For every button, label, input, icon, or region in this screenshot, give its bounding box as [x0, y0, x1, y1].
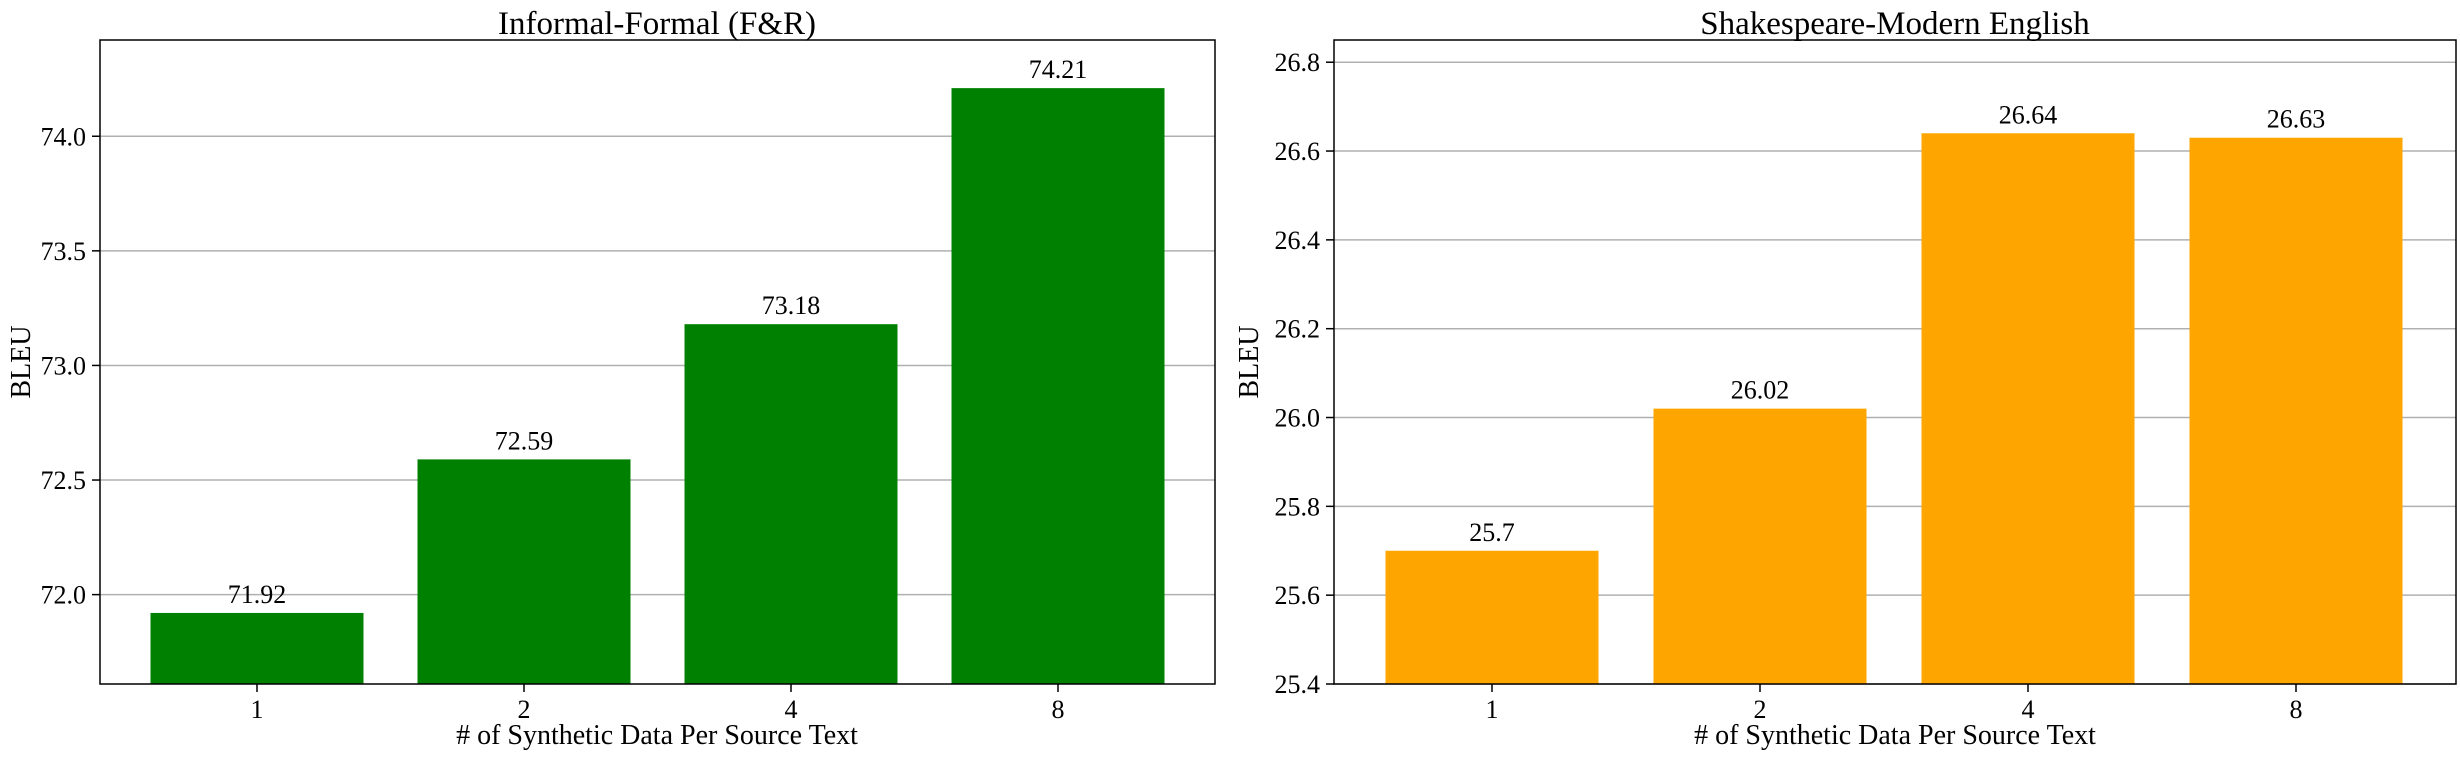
- x-axis-label: # of Synthetic Data Per Source Text: [1694, 720, 2096, 751]
- bars: [150, 88, 1165, 684]
- y-tick-label: 26.4: [1275, 226, 1321, 255]
- plot-frame: [1333, 39, 2457, 685]
- plot-frame: [99, 39, 1216, 685]
- bar: [1385, 550, 1599, 684]
- bar-value-label: 26.63: [2267, 105, 2326, 134]
- y-tick-label: 72.0: [41, 581, 87, 610]
- y-tick-label: 26.8: [1275, 48, 1321, 77]
- bar: [150, 612, 364, 684]
- y-tick-label: 26.6: [1275, 137, 1321, 166]
- y-axis: 72.0 72.5 73.0 73.5 74.0: [41, 122, 100, 610]
- chart-title: Shakespeare-Modern English: [1700, 6, 2090, 42]
- y-tick-label: 25.8: [1275, 492, 1321, 521]
- x-tick-label: 8: [1052, 695, 1065, 724]
- bar-value-label: 73.18: [762, 291, 821, 320]
- y-tick-label: 25.6: [1275, 581, 1321, 610]
- bar-value-label: 25.7: [1469, 518, 1515, 547]
- x-tick-label: 1: [251, 695, 264, 724]
- x-axis: 1 2 4 8: [251, 684, 1065, 724]
- y-tick-label: 25.4: [1275, 670, 1321, 699]
- y-tick-label: 26.2: [1275, 315, 1321, 344]
- bar: [951, 88, 1165, 684]
- bar-value-label: 72.59: [495, 426, 554, 455]
- bar-labels: 25.7 26.02 26.64 26.63: [1469, 100, 2325, 546]
- x-tick-label: 1: [1486, 695, 1499, 724]
- chart-informal-formal: Informal-Formal (F&R) 71.92 72.59 73.18 74.…: [6, 6, 1216, 751]
- bar-value-label: 71.92: [228, 580, 287, 609]
- bar-value-label: 74.21: [1029, 55, 1088, 84]
- bar: [1653, 408, 1867, 684]
- y-tick-label: 72.5: [41, 466, 87, 495]
- y-tick-label: 73.5: [41, 237, 87, 266]
- bar: [1921, 133, 2135, 684]
- bar: [417, 459, 631, 684]
- bar-value-label: 26.02: [1731, 376, 1790, 405]
- x-tick-label: 2: [518, 695, 531, 724]
- chart-shakespeare-modern: Shakespeare-Modern English 25.726.0226.6…: [1234, 6, 2457, 751]
- y-axis-label: BLEU: [6, 325, 37, 398]
- x-tick-label: 4: [785, 695, 798, 724]
- bar-value-label: 26.64: [1999, 100, 2058, 129]
- y-tick-label: 26.0: [1275, 404, 1321, 433]
- chart-title: Informal-Formal (F&R): [498, 6, 816, 42]
- bar: [684, 324, 898, 684]
- x-tick-label: 4: [2022, 695, 2035, 724]
- y-tick-label: 74.0: [41, 122, 87, 151]
- x-tick-label: 2: [1754, 695, 1767, 724]
- x-axis: 1 2 4 8: [1486, 684, 2303, 724]
- y-axis-label: BLEU: [1234, 325, 1265, 398]
- y-axis: 25.4 25.6 25.8 26.0 26.2 26.4 26.6 26.8: [1275, 48, 1334, 699]
- y-tick-label: 73.0: [41, 351, 87, 380]
- x-axis-label: # of Synthetic Data Per Source Text: [456, 720, 858, 751]
- bar: [2189, 137, 2403, 685]
- bars: [1385, 133, 2403, 685]
- bar-labels: 71.92 72.59 73.18 74.21: [228, 55, 1088, 609]
- x-tick-label: 8: [2290, 695, 2303, 724]
